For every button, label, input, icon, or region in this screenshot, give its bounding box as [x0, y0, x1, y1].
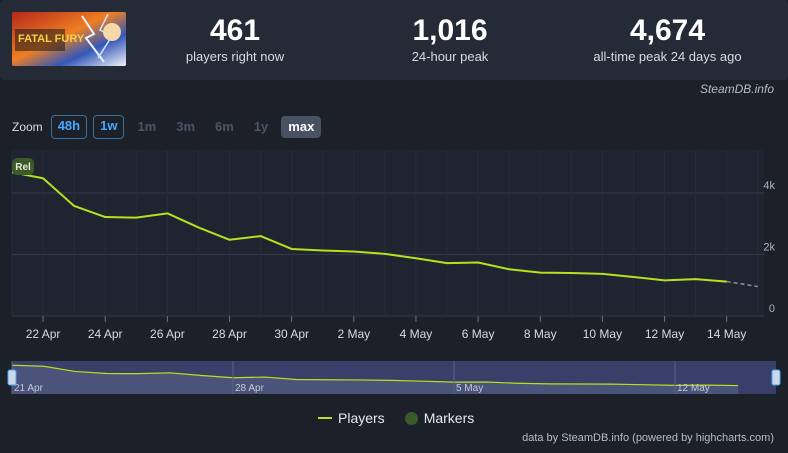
y-tick-label: 0 [769, 303, 775, 315]
y-tick-label: 4k [763, 180, 775, 192]
stat-all-time-peak: 4,674 all-time peak 24 days ago [585, 14, 750, 66]
navigator-label: 28 Apr [235, 383, 265, 394]
stat-value: 4,674 [629, 14, 706, 47]
zoom-3m-button[interactable]: 3m [176, 119, 196, 134]
zoom-48h-button[interactable]: 48h [50, 115, 88, 139]
legend-line-icon [318, 417, 332, 419]
game-logo-text: FATAL FURY [18, 33, 85, 45]
navigator-left-handle[interactable] [7, 369, 17, 386]
zoom-label: Zoom [12, 120, 43, 134]
game-capsule-art: FATAL FURY [12, 12, 126, 66]
legend-label-players: Players [338, 410, 385, 426]
stat-value: 1,016 [412, 14, 488, 47]
stat-current-players: 461 players right now [180, 14, 290, 66]
legend-dot-icon [404, 411, 418, 425]
x-tick-label: 30 Apr [274, 327, 309, 341]
x-tick-label: 2 May [337, 327, 370, 341]
x-tick-label: 10 May [583, 327, 622, 341]
zoom-6m-button[interactable]: 6m [215, 119, 234, 134]
x-tick-label: 6 May [462, 327, 495, 341]
x-tick-label: 26 Apr [150, 327, 185, 341]
navigator-label: 21 Apr [14, 383, 44, 394]
x-tick-label: 22 Apr [26, 327, 61, 341]
stat-24h-peak: 1,016 24-hour peak [390, 14, 510, 66]
highcharts-credit[interactable]: data by SteamDB.info (powered by highcha… [522, 432, 774, 444]
navigator-series-line [11, 364, 739, 387]
x-tick-label: 4 May [400, 327, 433, 341]
zoom-1y-button[interactable]: 1y [253, 119, 269, 134]
zoom-1m-button[interactable]: 1m [137, 119, 157, 134]
projection-line [726, 280, 758, 288]
release-marker [12, 158, 34, 175]
stats-header: FATAL FURY 461 players right now 1,016 2… [0, 0, 788, 80]
zoom-1w-button[interactable]: 1w [93, 115, 125, 139]
players-series-line [11, 171, 727, 283]
stat-value: 461 [209, 14, 261, 47]
x-tick-label: 12 May [645, 327, 684, 341]
x-tick-label: 24 Apr [88, 327, 123, 341]
zoom-max-button[interactable]: max [281, 116, 322, 138]
stat-label: all-time peak 24 days ago [593, 49, 742, 64]
plot-area [12, 150, 764, 316]
y-tick-label: 2k [763, 242, 775, 254]
x-tick-label: 28 Apr [212, 327, 247, 341]
game-capsule-image[interactable]: FATAL FURY [12, 12, 126, 66]
release-marker-label: Rel [15, 162, 31, 173]
stat-label: players right now [185, 49, 285, 64]
legend-item-markers[interactable]: Markers [404, 410, 475, 426]
navigator-right-handle[interactable] [771, 369, 781, 386]
x-tick-label: 14 May [707, 327, 746, 341]
x-tick-label: 8 May [524, 327, 557, 341]
steamdb-credit[interactable]: SteamDB.info [699, 82, 774, 96]
chart-legend: Players Markers [318, 410, 474, 426]
zoom-controls: Zoom 48h 1w 1m 3m 6m 1y max [12, 115, 322, 139]
navigator-label: 12 May [677, 383, 710, 394]
legend-item-players[interactable]: Players [318, 410, 385, 426]
stat-label: 24-hour peak [411, 49, 489, 64]
navigator-label: 5 May [456, 383, 483, 394]
navigator-area [12, 365, 739, 394]
legend-label-markers: Markers [423, 410, 475, 426]
